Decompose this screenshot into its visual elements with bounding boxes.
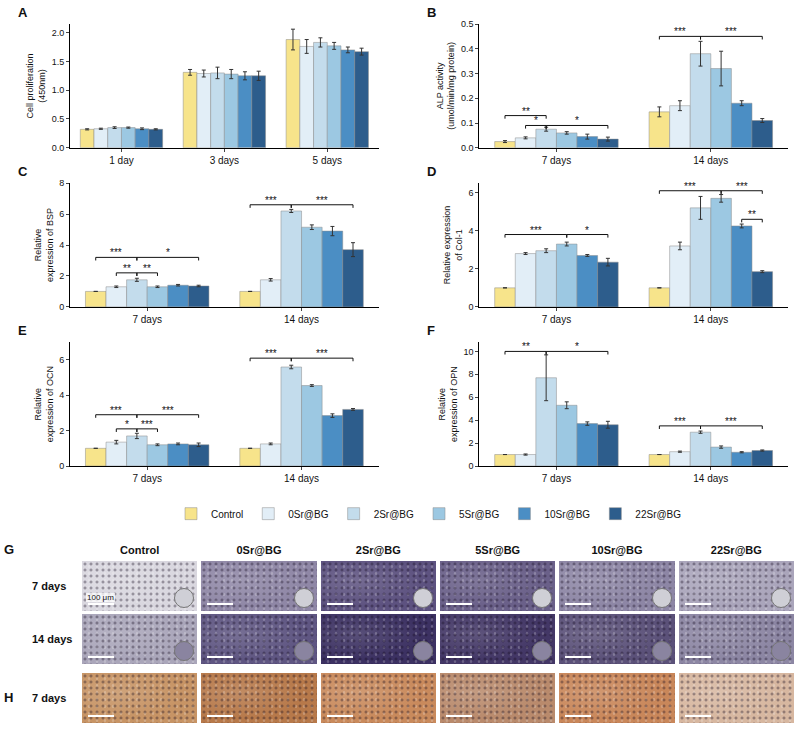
svg-text:2: 2 (468, 438, 473, 448)
svg-text:*: * (585, 225, 589, 236)
svg-text:0.5: 0.5 (52, 114, 65, 124)
svg-text:4: 4 (468, 415, 473, 425)
svg-text:7 days: 7 days (542, 155, 571, 166)
svg-text:0: 0 (59, 302, 64, 312)
svg-text:***: *** (725, 26, 737, 37)
svg-text:2Sr@BG: 2Sr@BG (374, 509, 414, 520)
svg-text:**: ** (143, 263, 151, 274)
svg-text:F: F (427, 323, 435, 338)
svg-text:***: *** (110, 405, 122, 416)
svg-text:8: 8 (468, 369, 473, 379)
svg-text:Cell proliferation(450nm): Cell proliferation(450nm) (25, 53, 47, 118)
svg-text:*: * (575, 115, 579, 126)
svg-text:*: * (534, 115, 538, 126)
svg-text:Relative expressionof Col-1: Relative expressionof Col-1 (442, 206, 464, 285)
svg-text:22Sr@BG: 22Sr@BG (635, 509, 681, 520)
svg-text:0Sr@BG: 0Sr@BG (288, 509, 328, 520)
svg-text:7 days: 7 days (542, 314, 571, 325)
svg-text:2: 2 (59, 271, 64, 281)
svg-text:3 days: 3 days (210, 155, 239, 166)
svg-text:0.0: 0.0 (461, 143, 474, 153)
html-text:7 days: 7 days (32, 692, 67, 704)
svg-text:ALP activity(umol/min/mg prote: ALP activity(umol/min/mg protein) (435, 42, 457, 130)
svg-text:5 days: 5 days (313, 155, 342, 166)
svg-text:1.5: 1.5 (52, 57, 65, 67)
svg-text:***: *** (316, 195, 328, 206)
svg-text:6: 6 (468, 188, 473, 198)
svg-text:0.2: 0.2 (461, 93, 474, 103)
svg-text:6: 6 (59, 355, 64, 365)
svg-text:1 day: 1 day (109, 155, 133, 166)
html-text:2Sr@BG: 2Sr@BG (355, 544, 401, 556)
svg-text:***: *** (674, 26, 686, 37)
svg-text:***: *** (141, 419, 153, 430)
svg-text:8: 8 (59, 178, 64, 188)
svg-text:***: *** (162, 405, 174, 416)
svg-text:0: 0 (59, 461, 64, 471)
svg-text:4: 4 (59, 390, 64, 400)
svg-text:Relativeexpression of BSP: Relativeexpression of BSP (33, 208, 55, 282)
svg-text:14 days: 14 days (284, 473, 319, 484)
svg-text:***: *** (684, 181, 696, 192)
svg-text:Control: Control (211, 509, 243, 520)
svg-text:***: *** (110, 247, 122, 258)
html-text:H: H (4, 690, 14, 705)
svg-text:***: *** (316, 348, 328, 359)
svg-text:0.0: 0.0 (52, 143, 65, 153)
svg-text:0: 0 (468, 461, 473, 471)
html-text:G: G (4, 542, 15, 557)
svg-text:5Sr@BG: 5Sr@BG (459, 509, 499, 520)
svg-text:2: 2 (468, 264, 473, 274)
svg-text:***: *** (530, 225, 542, 236)
html-text:100 μm: 100 μm (87, 593, 114, 602)
svg-text:0: 0 (468, 302, 473, 312)
svg-text:A: A (18, 5, 28, 20)
svg-text:7 days: 7 days (132, 314, 161, 325)
svg-text:7 days: 7 days (542, 473, 571, 484)
svg-text:**: ** (522, 106, 530, 117)
svg-text:E: E (18, 323, 27, 338)
svg-text:**: ** (123, 263, 131, 274)
svg-text:7 days: 7 days (132, 473, 161, 484)
svg-text:1.0: 1.0 (52, 85, 65, 95)
svg-text:4: 4 (468, 226, 473, 236)
svg-text:2.0: 2.0 (52, 28, 65, 38)
html-text:14 days: 14 days (32, 633, 73, 645)
svg-text:10Sr@BG: 10Sr@BG (544, 509, 590, 520)
svg-text:14 days: 14 days (284, 314, 319, 325)
svg-text:Relativeexpression of OCN: Relativeexpression of OCN (33, 366, 55, 442)
svg-text:**: ** (748, 209, 756, 220)
svg-text:0.3: 0.3 (461, 69, 474, 79)
svg-text:Relativeexpression of OPN: Relativeexpression of OPN (437, 366, 459, 442)
svg-text:10: 10 (463, 347, 473, 357)
svg-text:14 days: 14 days (693, 155, 728, 166)
svg-text:0.5: 0.5 (461, 19, 474, 29)
html-text:Control: Control (120, 544, 160, 556)
svg-text:0.4: 0.4 (461, 44, 474, 54)
svg-text:***: *** (265, 348, 277, 359)
svg-text:*: * (166, 247, 170, 258)
svg-text:*: * (125, 419, 129, 430)
svg-text:***: *** (736, 181, 748, 192)
svg-text:14 days: 14 days (693, 473, 728, 484)
html-text:22Sr@BG: 22Sr@BG (710, 544, 762, 556)
svg-text:2: 2 (59, 426, 64, 436)
svg-text:C: C (18, 164, 28, 179)
svg-text:**: ** (522, 341, 530, 352)
html-text:10Sr@BG: 10Sr@BG (591, 544, 643, 556)
svg-text:***: *** (265, 195, 277, 206)
svg-text:B: B (427, 5, 436, 20)
svg-text:***: *** (674, 416, 686, 427)
svg-text:6: 6 (468, 392, 473, 402)
svg-text:4: 4 (59, 240, 64, 250)
svg-text:0.1: 0.1 (461, 118, 474, 128)
html-text:0Sr@BG: 0Sr@BG (236, 544, 282, 556)
svg-text:6: 6 (59, 209, 64, 219)
svg-text:***: *** (725, 416, 737, 427)
svg-text:D: D (427, 164, 436, 179)
svg-text:*: * (575, 341, 579, 352)
html-text:7 days: 7 days (32, 580, 67, 592)
html-text:5Sr@BG: 5Sr@BG (475, 544, 521, 556)
svg-text:14 days: 14 days (693, 314, 728, 325)
